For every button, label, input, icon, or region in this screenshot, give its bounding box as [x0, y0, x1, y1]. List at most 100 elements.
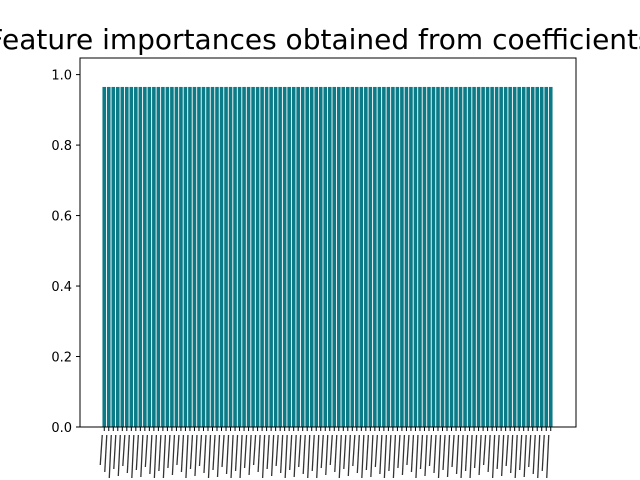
- bar: [224, 86, 228, 427]
- bar: [152, 86, 156, 427]
- y-tick-label: 0.6: [51, 210, 72, 225]
- bar: [544, 86, 549, 427]
- bar: [102, 86, 107, 427]
- x-tick-label: [437, 434, 442, 479]
- x-tick-label: [280, 434, 284, 474]
- x-tick-label: [275, 434, 279, 467]
- x-tick-label: [392, 434, 397, 479]
- bar: [192, 86, 197, 427]
- x-tick-label: [397, 434, 401, 469]
- bar: [454, 86, 458, 427]
- bar: [427, 86, 431, 427]
- y-tick-label: 1.0: [51, 69, 72, 84]
- x-tick-label: [455, 434, 460, 475]
- bar: [305, 86, 310, 427]
- x-tick-label: [289, 434, 293, 471]
- x-tick-label: [239, 434, 243, 479]
- x-tick-label: [325, 434, 329, 476]
- x-tick-label: [140, 434, 144, 478]
- x-tick-label: [523, 434, 527, 478]
- x-tick-label: [473, 434, 478, 469]
- chart-title: Feature importances obtained from coeffi…: [0, 23, 640, 56]
- bar: [481, 86, 485, 427]
- x-tick-label: [491, 434, 496, 479]
- bar: [264, 86, 269, 427]
- x-tick-label: [248, 434, 252, 476]
- bar: [179, 86, 183, 427]
- x-tick-label: [320, 434, 324, 469]
- x-tick-label: [180, 434, 185, 473]
- x-tick-label: [225, 434, 230, 475]
- bar: [373, 86, 377, 427]
- bar: [138, 86, 143, 427]
- x-tick-label: [176, 434, 180, 466]
- bars-layer: [102, 86, 553, 427]
- bar: [539, 86, 544, 427]
- x-tick-label: [460, 434, 464, 479]
- y-tick-label: 0.0: [51, 421, 72, 436]
- bar: [530, 86, 535, 427]
- bar: [327, 86, 332, 427]
- bar: [206, 86, 210, 427]
- bar: [125, 86, 129, 427]
- bar: [115, 86, 120, 427]
- bar: [219, 86, 224, 427]
- bar: [278, 86, 282, 427]
- bar: [391, 86, 395, 427]
- bar: [386, 86, 391, 427]
- bar: [512, 86, 517, 427]
- x-tick-label: [158, 434, 162, 472]
- x-tick-label: [532, 434, 536, 475]
- x-tick-label: [370, 434, 374, 478]
- bar: [499, 86, 503, 427]
- bar: [197, 86, 201, 427]
- bar: [463, 86, 467, 427]
- bar: [165, 86, 170, 427]
- plot-frame: [79, 57, 577, 428]
- x-tick-label: [185, 434, 189, 479]
- bar: [170, 86, 174, 427]
- y-tick-label: 0.4: [51, 280, 72, 295]
- x-tick-label: [383, 434, 388, 479]
- x-tick-label: [352, 434, 356, 467]
- x-tick-label: [487, 434, 491, 473]
- x-tick-label: [149, 434, 153, 475]
- x-tick-label: [406, 434, 410, 466]
- x-tick-label: [207, 434, 212, 479]
- bar: [120, 86, 125, 427]
- bar: [215, 86, 219, 427]
- bar: [156, 86, 161, 427]
- bar: [418, 86, 422, 427]
- bar: [233, 86, 237, 427]
- x-tick-label: [334, 434, 338, 473]
- bar: [422, 86, 427, 427]
- x-tick-label: [203, 434, 207, 474]
- bar: [251, 86, 255, 427]
- x-tick-label: [113, 434, 117, 470]
- bar: [395, 86, 400, 427]
- bar: [174, 86, 179, 427]
- x-tick-label: [415, 434, 419, 479]
- x-tick-label: [171, 434, 176, 476]
- bar: [400, 86, 404, 427]
- bar: [345, 86, 350, 427]
- bar: [436, 86, 440, 427]
- bar: [210, 86, 215, 427]
- x-tick-label: [338, 434, 342, 479]
- x-tick-label: [104, 434, 108, 473]
- x-tick-label: [135, 434, 139, 471]
- x-tick-label: [131, 434, 135, 479]
- bar: [134, 86, 138, 427]
- bar: [445, 86, 449, 427]
- x-tick-label: [126, 434, 130, 474]
- bar: [476, 86, 481, 427]
- x-tick-label: [198, 434, 203, 467]
- bar: [508, 86, 512, 427]
- x-tick-label: [546, 434, 550, 479]
- x-tick-label: [401, 434, 406, 476]
- x-tick-label: [230, 434, 234, 479]
- bar: [336, 86, 341, 427]
- x-tick-label: [388, 434, 392, 472]
- x-tick-label: [108, 434, 112, 479]
- bar: [377, 86, 382, 427]
